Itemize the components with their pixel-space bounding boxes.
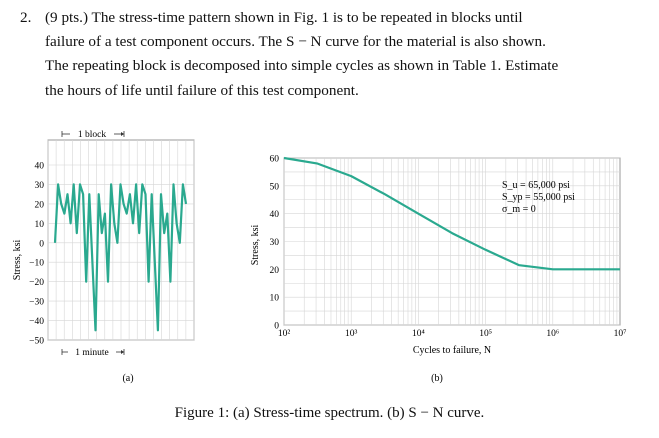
plot-a-y-ticks: 40 30 20 10 0 −10 −20 −30 −40 −50	[29, 162, 44, 347]
annotation-su: S_u = 65,000 psi	[502, 180, 570, 191]
problem-line: the hours of life until failure of this …	[45, 81, 359, 99]
plot-a-ylabel: Stress, ksi	[12, 239, 23, 280]
problem-line: failure of a test component occurs. The …	[45, 33, 546, 51]
problem-line: 2. (9 pts.) The stress-time pattern shown…	[20, 6, 650, 30]
y-tick-label: 0	[274, 322, 279, 332]
panel-b-label: (b)	[431, 373, 443, 384]
y-tick-label: −50	[29, 337, 44, 347]
y-tick-label: 10	[270, 294, 280, 304]
annotation-sigma-m: σ_m = 0	[502, 204, 536, 215]
x-tick-label: 10⁵	[479, 329, 492, 339]
stress-time-panel: 40 30 20 10 0 −10 −20 −30 −40 −50 Stress, ksi 1 b…	[12, 130, 195, 384]
y-tick-label: −30	[29, 298, 44, 308]
y-tick-label: −20	[29, 278, 44, 288]
problem-statement: 2. (9 pts.) The stress-time pattern shown…	[20, 6, 650, 103]
figure-caption: Figure 1: (a) Stress-time spectrum. (b) …	[174, 405, 485, 421]
x-tick-label: 10³	[345, 329, 358, 339]
y-tick-label: 10	[35, 220, 45, 230]
y-tick-label: 30	[35, 181, 45, 191]
plot-b-y-ticks: 60 50 40 30 20 10 0	[270, 155, 280, 332]
y-tick-label: 20	[270, 266, 280, 276]
problem-text: (9 pts.) The stress-time pattern shown i…	[45, 9, 523, 26]
stress-time-series	[53, 183, 188, 332]
y-tick-label: 50	[270, 182, 280, 192]
y-tick-label: −40	[29, 317, 44, 327]
plot-b-xlabel: Cycles to failure, N	[413, 345, 491, 356]
minute-span: 1 minute	[61, 348, 125, 358]
x-tick-label: 10²	[278, 329, 291, 339]
y-tick-label: 30	[270, 238, 280, 248]
x-tick-label: 10⁴	[412, 329, 426, 339]
annotation-syp: S_yp = 55,000 psi	[502, 192, 575, 203]
plot-b-ylabel: Stress, ksi	[250, 224, 261, 265]
sn-curve-panel: 60 50 40 30 20 10 0 10² 10³ 10⁴ 10⁵ 10⁶ 10⁷ Stress,…	[250, 155, 626, 385]
minute-label: 1 minute	[75, 348, 109, 358]
material-annotation: S_u = 65,000 psi S_yp = 55,000 psi σ_m =…	[502, 180, 575, 215]
x-tick-label: 10⁷	[614, 329, 627, 339]
block-span: 1 block	[61, 130, 125, 140]
panel-a-label: (a)	[122, 373, 133, 384]
y-tick-label: 40	[270, 210, 280, 220]
y-tick-label: −10	[29, 259, 44, 269]
block-label: 1 block	[78, 130, 106, 140]
y-tick-label: 20	[35, 200, 45, 210]
plot-a-grid	[47, 140, 195, 341]
plot-b-x-ticks: 10² 10³ 10⁴ 10⁵ 10⁶ 10⁷	[278, 329, 627, 339]
x-tick-label: 10⁶	[546, 329, 559, 339]
plot-b-grid	[283, 157, 620, 326]
problem-line: The repeating block is decomposed into s…	[45, 57, 559, 75]
sn-curve-series	[283, 156, 620, 271]
y-tick-label: 0	[39, 239, 44, 249]
problem-number: 2.	[20, 9, 32, 26]
y-tick-label: 60	[270, 155, 280, 165]
y-tick-label: 40	[35, 162, 45, 172]
